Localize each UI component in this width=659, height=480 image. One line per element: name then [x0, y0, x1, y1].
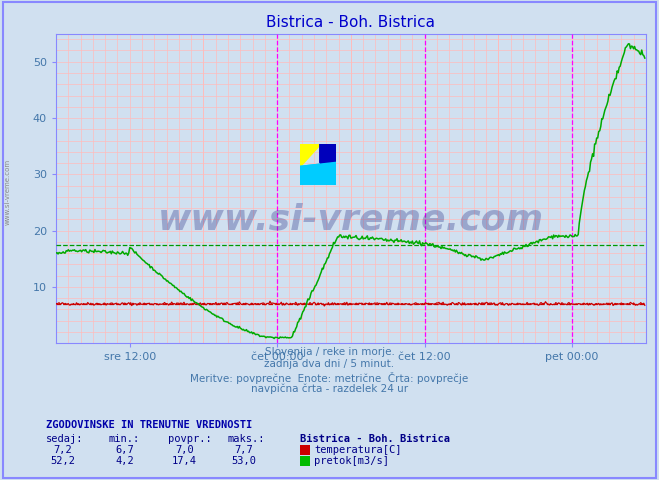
Text: min.:: min.: [109, 434, 140, 444]
Polygon shape [300, 162, 336, 185]
Polygon shape [320, 144, 336, 185]
Text: 17,4: 17,4 [172, 456, 197, 466]
Text: 6,7: 6,7 [116, 445, 134, 456]
Text: Slovenija / reke in morje.: Slovenija / reke in morje. [264, 347, 395, 357]
Text: pretok[m3/s]: pretok[m3/s] [314, 456, 389, 466]
Text: temperatura[C]: temperatura[C] [314, 445, 402, 456]
Text: 7,0: 7,0 [175, 445, 194, 456]
Text: www.si-vreme.com: www.si-vreme.com [158, 203, 544, 236]
Text: 7,2: 7,2 [53, 445, 72, 456]
Title: Bistrica - Boh. Bistrica: Bistrica - Boh. Bistrica [266, 15, 436, 30]
Text: Meritve: povprečne  Enote: metrične  Črta: povprečje: Meritve: povprečne Enote: metrične Črta:… [190, 372, 469, 384]
Text: zadnja dva dni / 5 minut.: zadnja dva dni / 5 minut. [264, 359, 395, 369]
Text: www.si-vreme.com: www.si-vreme.com [5, 159, 11, 225]
Text: navpična črta - razdelek 24 ur: navpična črta - razdelek 24 ur [251, 384, 408, 395]
Text: 52,2: 52,2 [50, 456, 75, 466]
Polygon shape [300, 162, 336, 185]
Text: 4,2: 4,2 [116, 456, 134, 466]
Text: Bistrica - Boh. Bistrica: Bistrica - Boh. Bistrica [300, 434, 450, 444]
Text: maks.:: maks.: [227, 434, 265, 444]
Text: 53,0: 53,0 [231, 456, 256, 466]
Text: sedaj:: sedaj: [46, 434, 84, 444]
Polygon shape [300, 144, 320, 167]
Text: ZGODOVINSKE IN TRENUTNE VREDNOSTI: ZGODOVINSKE IN TRENUTNE VREDNOSTI [46, 420, 252, 430]
Text: 7,7: 7,7 [235, 445, 253, 456]
Text: povpr.:: povpr.: [168, 434, 212, 444]
